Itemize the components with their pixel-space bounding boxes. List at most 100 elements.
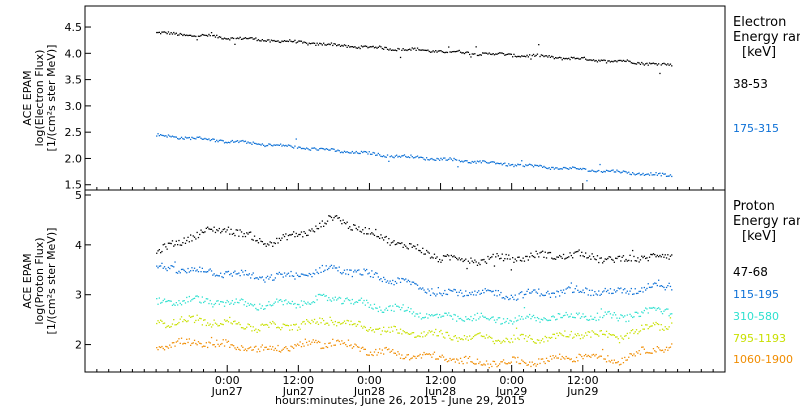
data-point [429,354,432,356]
data-point [569,58,571,61]
data-point [549,56,552,58]
data-point [664,173,666,175]
data-point [270,144,273,147]
data-point [523,260,526,262]
data-point [557,357,559,359]
data-point [538,256,540,258]
data-point [456,257,458,260]
data-point [209,268,211,270]
data-point [263,308,265,310]
data-point [171,342,174,344]
data-point [638,290,640,293]
data-point [590,258,592,260]
data-point [476,312,479,314]
data-point [612,334,614,336]
data-point [565,336,567,338]
data-point [609,313,612,315]
data-point [426,49,428,52]
data-point [235,348,237,351]
data-point [345,344,347,346]
data-point [620,59,622,62]
data-point [577,168,579,170]
data-point [405,155,407,158]
data-point [581,334,583,336]
data-point [274,347,276,350]
data-point [307,301,309,303]
data-point [513,334,515,336]
data-point [234,234,236,237]
data-point [336,267,338,269]
data-point [199,317,201,319]
data-point [604,258,606,260]
data-point [547,167,549,170]
data-point [255,345,257,347]
data-point [440,157,442,159]
data-point [529,54,531,56]
data-point [431,314,433,316]
data-point [353,46,355,48]
y-tick-label: 5 [75,189,82,202]
data-point [226,38,228,40]
data-point [475,363,477,365]
data-point [212,306,214,308]
data-point [655,256,657,258]
data-point [525,164,527,166]
data-point [325,295,327,297]
data-point [293,303,295,305]
data-point [504,298,506,300]
data-point [295,307,297,309]
data-point [465,51,467,54]
data-point [399,56,402,59]
data-point [339,45,342,47]
data-point [298,275,300,278]
data-point [165,246,167,248]
data-point [540,165,542,167]
data-point [656,64,658,66]
data-point [402,155,404,157]
data-point [173,245,175,247]
data-point [458,291,460,293]
data-point [506,318,509,320]
data-point [339,297,342,299]
data-point [440,356,442,358]
data-point [342,152,344,154]
data-point [648,256,651,258]
data-point [272,279,274,281]
data-point [253,346,256,348]
data-point [551,358,553,360]
data-point [416,355,419,357]
data-point [506,363,509,365]
data-point [256,239,258,242]
data-point [407,156,409,158]
data-point [407,248,409,250]
data-point [315,225,317,227]
data-point [465,290,467,292]
data-point [439,331,441,333]
data-point [586,180,588,182]
data-point [280,329,282,331]
data-point [505,363,507,365]
data-point [304,302,306,304]
data-point [457,340,459,342]
data-point [171,33,174,35]
data-point [671,289,673,291]
data-point [306,147,308,149]
data-point [525,293,527,295]
data-point [523,338,526,340]
data-point [572,57,574,59]
data-point [269,143,271,145]
data-point [334,150,336,152]
data-point [585,168,587,170]
data-point [337,339,339,341]
data-point [173,319,175,321]
data-point [251,330,253,332]
data-point [493,265,496,267]
data-point [632,172,634,174]
data-point [588,331,591,333]
data-point [600,308,602,310]
data-point [412,157,415,159]
data-point [273,349,275,351]
data-point [582,358,584,360]
data-point [170,32,172,34]
data-point [536,363,539,365]
